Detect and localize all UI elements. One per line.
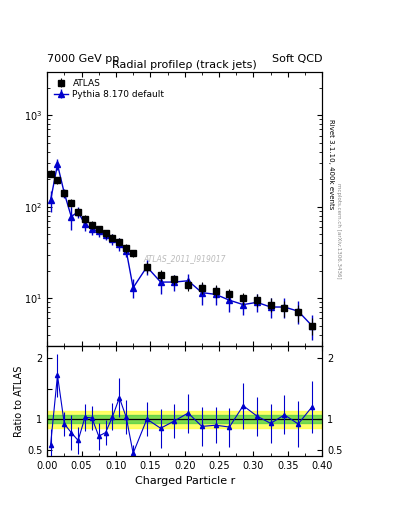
Text: mcplots.cern.ch [arXiv:1306.3436]: mcplots.cern.ch [arXiv:1306.3436] xyxy=(336,183,341,278)
Text: Soft QCD: Soft QCD xyxy=(272,54,322,64)
Legend: ATLAS, Pythia 8.170 default: ATLAS, Pythia 8.170 default xyxy=(51,76,167,101)
Text: Rivet 3.1.10, 400k events: Rivet 3.1.10, 400k events xyxy=(328,119,334,209)
Y-axis label: Ratio to ATLAS: Ratio to ATLAS xyxy=(14,365,24,437)
Text: ATLAS_2011_I919017: ATLAS_2011_I919017 xyxy=(143,253,226,263)
Bar xyxy=(47,411,322,428)
Title: Radial profileρ (track jets): Radial profileρ (track jets) xyxy=(112,59,257,70)
Text: 7000 GeV pp: 7000 GeV pp xyxy=(47,54,119,64)
X-axis label: Charged Particle r: Charged Particle r xyxy=(134,476,235,486)
Bar xyxy=(47,415,322,423)
